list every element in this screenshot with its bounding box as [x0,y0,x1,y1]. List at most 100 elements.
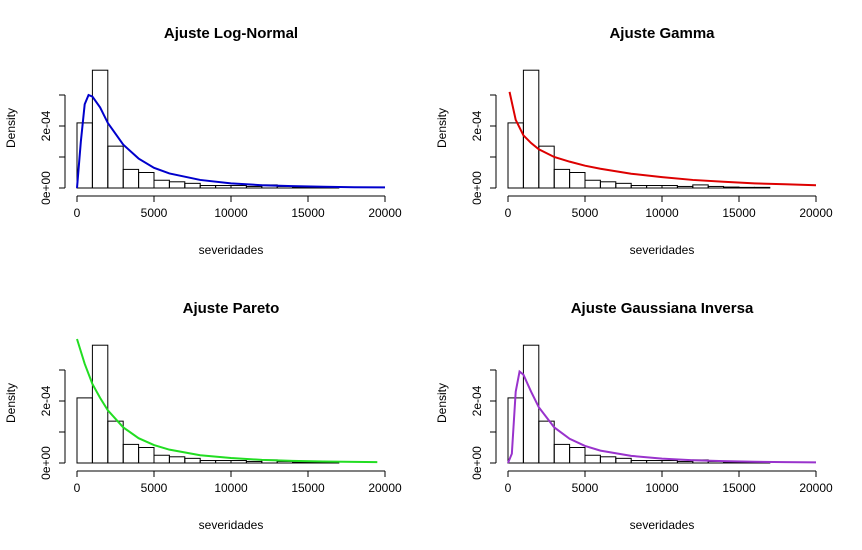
bar [215,460,232,464]
x-tick-label: 20000 [799,481,833,495]
bar [692,184,709,189]
panel: Ajuste Log-Normal severidades Density 0 5000… [4,25,402,257]
x-axis-label: severidades [199,243,264,257]
bar [153,454,170,464]
x-tick-label: 10000 [214,206,248,220]
y-axis-label: Density [435,108,449,148]
y-tick-label: 2e-04 [39,110,53,141]
density-curve [76,93,386,189]
x-tick-label: 0 [505,206,512,220]
x-tick-label: 15000 [722,481,756,495]
x-tick-label: 5000 [141,481,168,495]
bar [522,344,540,464]
bar [168,456,186,464]
x-tick-label: 15000 [291,481,325,495]
bar [168,181,186,189]
bar [230,460,247,464]
y-tick-label: 0e+00 [39,446,53,480]
density-curve [76,338,378,464]
x-tick-label: 0 [505,481,512,495]
density-curve [507,369,817,464]
bar [107,420,124,464]
bar [538,145,555,189]
bar [630,460,648,464]
x-tick-label: 10000 [645,481,679,495]
bar [584,454,601,464]
bar [199,460,217,464]
bar [199,185,217,189]
x-axis-label: severidades [630,518,695,532]
bar [215,185,232,189]
panel: Ajuste Gamma severidades Density 0 5000 10000… [435,25,833,257]
bar [153,179,170,189]
bar [676,460,694,464]
chart-title: Ajuste Pareto [183,300,280,317]
bar [553,168,571,189]
y-axis-label: Density [4,383,18,423]
bar [584,179,601,189]
bar [91,344,109,464]
bar [615,182,632,189]
chart-title: Ajuste Gamma [609,25,715,42]
y-axis-label: Density [4,108,18,148]
x-axis-label: severidades [199,518,264,532]
y-tick-label: 0e+00 [470,171,484,205]
bar [661,185,678,189]
y-tick-label: 2e-04 [470,385,484,416]
bar [707,185,725,189]
bar [122,168,140,189]
x-tick-label: 5000 [141,206,168,220]
bar [723,186,740,189]
bar [292,461,309,464]
y-tick-label: 2e-04 [39,385,53,416]
x-axis-label: severidades [630,243,695,257]
bar [753,186,771,189]
bar [76,397,93,464]
bar [676,185,694,189]
bar [230,185,247,189]
y-tick-label: 0e+00 [39,171,53,205]
x-tick-label: 5000 [572,206,599,220]
bar [615,457,632,464]
panel: Ajuste Gaussiana Inversa severidades Densi… [435,300,833,532]
bar [184,457,201,464]
panel: Ajuste Pareto severidades Density 0 5000 1000… [4,300,402,532]
x-tick-label: 10000 [214,481,248,495]
bar [122,443,140,464]
bar [646,185,663,189]
bar [522,69,540,189]
x-tick-label: 0 [74,206,81,220]
x-tick-label: 0 [74,481,81,495]
chart-title: Ajuste Log-Normal [164,25,298,42]
bar [599,181,617,189]
x-tick-label: 15000 [291,206,325,220]
bar [661,460,678,464]
x-tick-label: 20000 [799,206,833,220]
bar [738,186,755,189]
x-tick-label: 15000 [722,206,756,220]
chart-title: Ajuste Gaussiana Inversa [571,300,754,317]
x-tick-label: 20000 [368,206,402,220]
bar [569,447,586,464]
bar [553,443,571,464]
bar [138,172,155,189]
y-axis-label: Density [435,383,449,423]
bar [245,460,263,464]
x-tick-label: 10000 [645,206,679,220]
bar [630,185,648,189]
bar [646,460,663,464]
density-curve [508,91,817,187]
bar [184,182,201,189]
x-tick-label: 5000 [572,481,599,495]
y-tick-label: 0e+00 [470,446,484,480]
bar [538,420,555,464]
y-tick-label: 2e-04 [470,110,484,141]
bar [569,172,586,189]
bar [307,461,324,464]
bar [91,69,109,189]
bar [107,145,124,189]
bar [599,456,617,464]
x-tick-label: 20000 [368,481,402,495]
bar [245,185,263,189]
